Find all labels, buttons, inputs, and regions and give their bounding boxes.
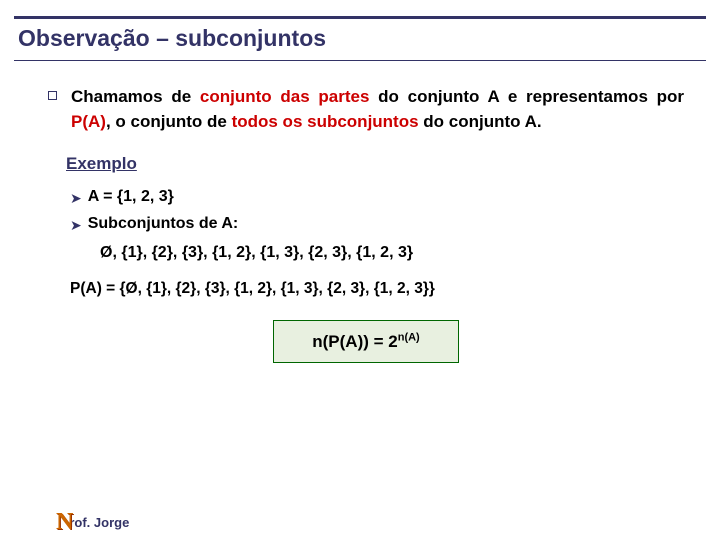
formula: n(P(A)) = 2n(A) xyxy=(312,332,419,351)
arrow-icon: ➤ xyxy=(70,190,82,207)
subsets-enumeration: Ø, {1}, {2}, {3}, {1, 2}, {1, 3}, {2, 3}… xyxy=(100,244,684,262)
author-name: rof. Jorge xyxy=(69,515,129,530)
para-mid2: , o conjunto de xyxy=(106,112,232,131)
formula-exponent: n(A) xyxy=(398,331,420,343)
para-hl3: todos os subconjuntos xyxy=(232,112,419,131)
author-logo-icon: N xyxy=(56,509,73,536)
formula-base: n(P(A)) = 2 xyxy=(312,332,397,351)
title-bar: Observação – subconjuntos xyxy=(14,16,706,61)
square-bullet-icon xyxy=(48,91,57,100)
set-definition: A = {1, 2, 3} xyxy=(88,188,174,206)
para-post: do conjunto A. xyxy=(419,112,542,131)
main-paragraph: Chamamos de conjunto das partes do conju… xyxy=(71,85,684,134)
subsets-label-row: ➤ Subconjuntos de A: xyxy=(70,215,684,234)
arrow-icon: ➤ xyxy=(70,217,82,234)
para-mid1: do conjunto A e representamos por xyxy=(369,87,684,106)
slide-content: Chamamos de conjunto das partes do conju… xyxy=(0,61,720,363)
slide-title: Observação – subconjuntos xyxy=(18,25,702,52)
example-heading: Exemplo xyxy=(66,154,684,174)
formula-box: n(P(A)) = 2n(A) xyxy=(273,320,459,363)
para-pre: Chamamos de xyxy=(71,87,200,106)
set-definition-row: ➤ A = {1, 2, 3} xyxy=(70,188,684,207)
subsets-label: Subconjuntos de A: xyxy=(88,215,239,233)
power-set-line: P(A) = {Ø, {1}, {2}, {3}, {1, 2}, {1, 3}… xyxy=(70,280,684,298)
main-paragraph-row: Chamamos de conjunto das partes do conju… xyxy=(48,85,684,134)
para-hl1: conjunto das partes xyxy=(200,87,370,106)
footer: N rof. Jorge xyxy=(56,509,129,536)
para-hl2: P(A) xyxy=(71,112,106,131)
